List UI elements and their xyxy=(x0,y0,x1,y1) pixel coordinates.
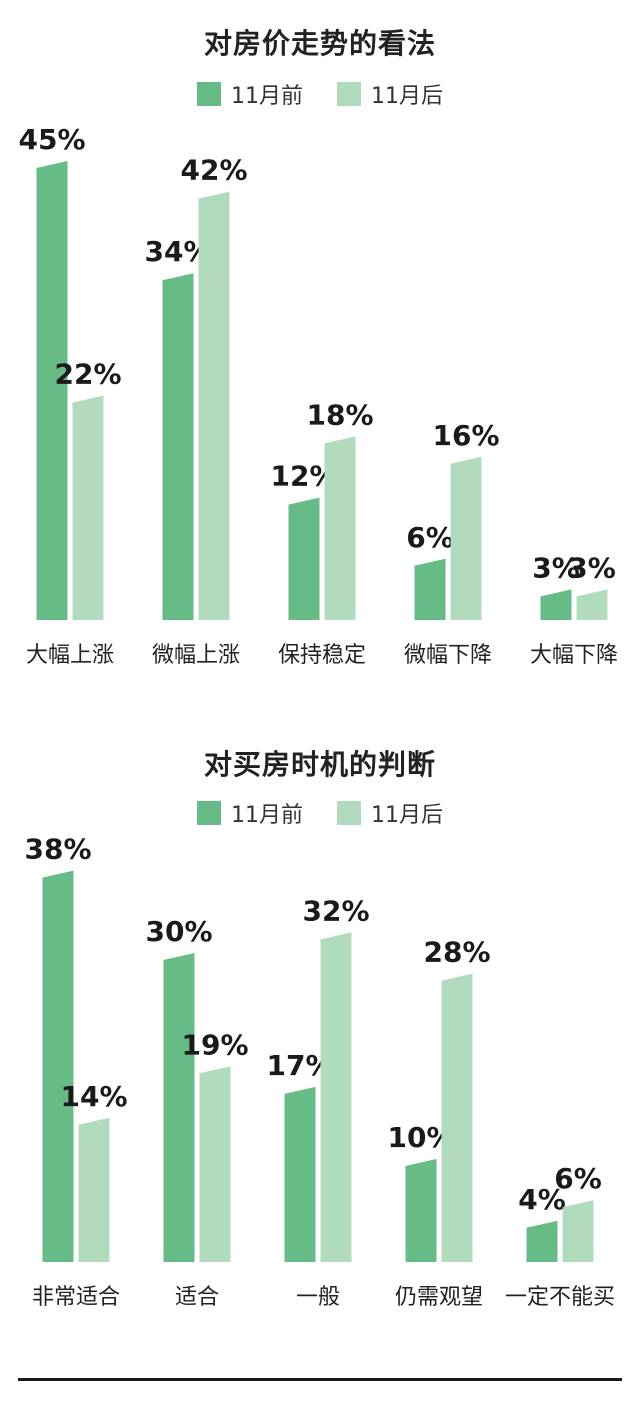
legend-swatch-before xyxy=(197,801,221,825)
legend-label-before: 11月前 xyxy=(231,803,303,828)
category-label-4: 大幅下降 xyxy=(530,643,618,668)
chart-title: 对房价走势的看法 xyxy=(203,27,436,60)
bar-before-2 xyxy=(288,497,320,620)
bar-before-1 xyxy=(162,273,194,620)
category-label-2: 一般 xyxy=(296,1285,340,1310)
bar-after-3 xyxy=(450,456,482,620)
data-label-before-4: 4% xyxy=(518,1183,566,1216)
legend-item-after: 11月后 xyxy=(337,78,443,110)
legend-label-before: 11月前 xyxy=(231,84,303,109)
category-label-3: 微幅下降 xyxy=(404,643,492,668)
category-label-0: 大幅上涨 xyxy=(26,643,114,668)
bar-before-4 xyxy=(540,589,572,620)
bar-after-2 xyxy=(320,932,352,1262)
bar-after-4 xyxy=(576,589,608,620)
legend-swatch-after xyxy=(337,801,361,825)
data-label-after-4: 6% xyxy=(554,1162,602,1195)
bar-chart-plot: 45%22%大幅上涨34%42%微幅上涨12%18%保持稳定6%16%微幅下降3… xyxy=(18,123,618,668)
bar-before-1 xyxy=(163,953,195,1262)
bar-after-2 xyxy=(324,436,356,620)
chart-title: 对买房时机的判断 xyxy=(203,748,436,781)
bar-before-0 xyxy=(42,870,74,1262)
bar-after-1 xyxy=(199,1066,231,1262)
data-label-after-2: 18% xyxy=(306,398,373,431)
data-label-after-1: 42% xyxy=(180,154,247,187)
legend-label-after: 11月后 xyxy=(371,803,443,828)
legend-swatch-before xyxy=(197,82,221,106)
bar-before-0 xyxy=(36,161,68,620)
bar-chart-plot: 38%14%非常适合30%19%适合17%32%一般10%28%仍需观望4%6%… xyxy=(24,833,615,1310)
data-label-before-0: 38% xyxy=(24,833,91,866)
data-label-after-2: 32% xyxy=(302,894,369,927)
data-label-after-0: 14% xyxy=(60,1080,127,1113)
data-label-before-4: 3% xyxy=(532,551,580,584)
category-label-2: 保持稳定 xyxy=(278,643,366,668)
category-label-0: 非常适合 xyxy=(32,1285,120,1310)
bar-after-1 xyxy=(198,191,230,620)
category-label-1: 适合 xyxy=(175,1285,219,1310)
data-label-after-0: 22% xyxy=(54,358,121,391)
data-label-after-1: 19% xyxy=(181,1028,248,1061)
data-label-before-0: 45% xyxy=(18,123,85,156)
data-label-after-3: 28% xyxy=(423,936,490,969)
chart-buying-timing: 对买房时机的判断 11月前 11月后 38% 14% 非常适合 30% 19% 适合 17%… xyxy=(0,735,640,1335)
category-label-3: 仍需观望 xyxy=(395,1285,483,1310)
bottom-divider xyxy=(18,1378,622,1381)
bar-before-4 xyxy=(526,1220,558,1262)
legend: 11月前 11月后 xyxy=(0,78,640,110)
legend-item-after: 11月后 xyxy=(337,797,443,829)
chart-house-price-trend: 对房价走势的看法 11月前 11月后 45% 22% 大幅上涨 34% 42% 微幅上涨 1… xyxy=(0,0,640,690)
category-label-4: 一定不能买 xyxy=(505,1285,615,1310)
data-label-before-1: 30% xyxy=(145,915,212,948)
data-label-before-3: 6% xyxy=(406,521,454,554)
bar-after-0 xyxy=(78,1117,110,1262)
legend-swatch-after xyxy=(337,82,361,106)
bar-before-3 xyxy=(414,558,446,620)
legend-item-before: 11月前 xyxy=(197,797,303,829)
bar-after-0 xyxy=(72,395,104,620)
category-label-1: 微幅上涨 xyxy=(152,643,240,668)
bar-after-4 xyxy=(562,1200,594,1262)
bar-before-2 xyxy=(284,1086,316,1262)
legend-label-after: 11月后 xyxy=(371,84,443,109)
bar-after-3 xyxy=(441,973,473,1262)
data-label-after-3: 16% xyxy=(432,419,499,452)
bar-before-3 xyxy=(405,1159,437,1262)
data-label-after-4: 3% xyxy=(568,551,616,584)
legend-item-before: 11月前 xyxy=(197,78,303,110)
legend: 11月前 11月后 xyxy=(0,797,640,829)
